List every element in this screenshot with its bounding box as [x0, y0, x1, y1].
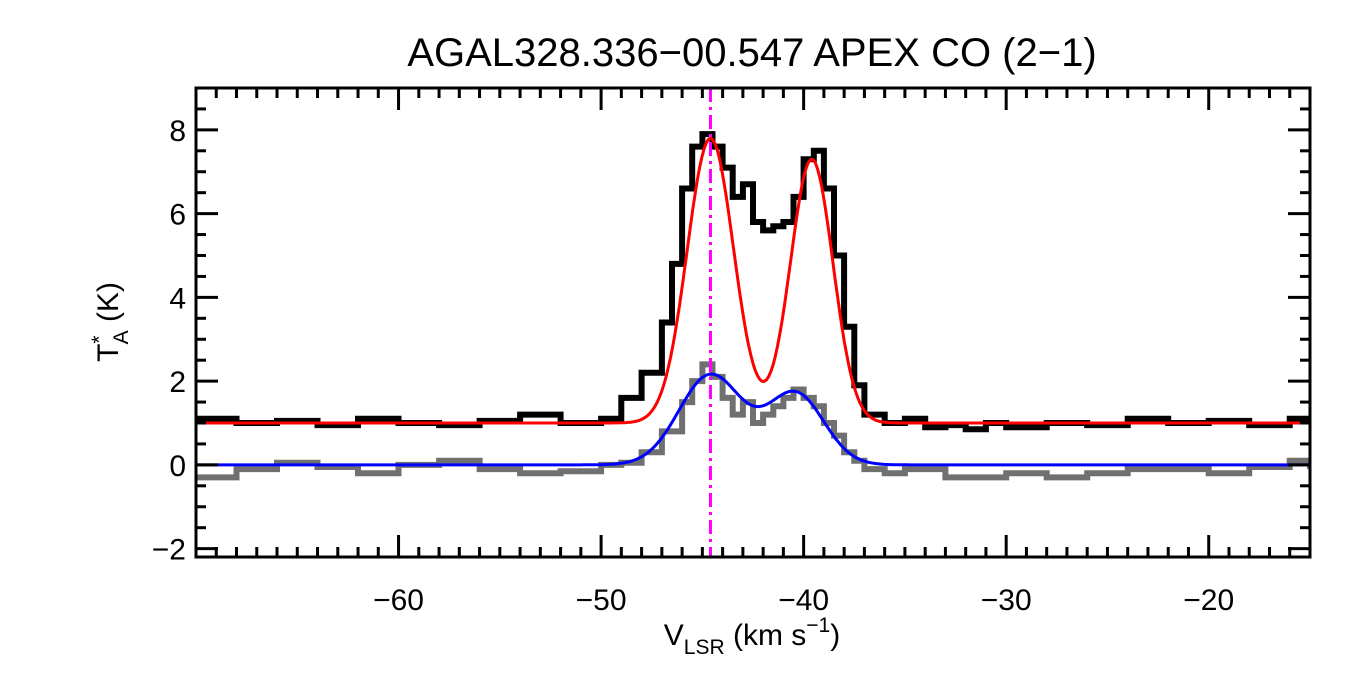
- chart-title: AGAL328.336−00.547 APEX CO (2−1): [407, 31, 1096, 75]
- series-model-fit: [196, 372, 1310, 467]
- x-tick-label: −30: [981, 584, 1032, 617]
- plot-frame: [194, 86, 1312, 559]
- y-axis-label-sub: A: [110, 330, 133, 344]
- x-tick-label: −20: [1183, 584, 1234, 617]
- series-layer: [196, 131, 1310, 481]
- y-axis-label-unit: (K): [92, 282, 125, 330]
- x-axis-label-sup: −1: [806, 614, 830, 637]
- y-tick-label: −2: [152, 534, 186, 567]
- y-tick-label: 6: [169, 199, 186, 232]
- series-model-fit-offset-: [196, 136, 1310, 425]
- x-axis-label-main: V: [664, 619, 684, 652]
- y-tick-labels: −2 0 2 4 6 8: [152, 115, 186, 567]
- y-axis-label-main: T: [92, 344, 125, 362]
- axis-ticks: [196, 86, 1312, 557]
- x-axis-label: VLSR (km s−1): [664, 614, 840, 659]
- x-tick-labels: −60 −50 −40 −30 −20: [373, 584, 1234, 617]
- y-tick-label: 2: [169, 366, 186, 399]
- plot-area: [194, 86, 1312, 559]
- y-axis-label: T*A (K): [88, 282, 133, 362]
- x-tick-label: −50: [576, 584, 627, 617]
- x-axis-label-unit: (km s: [725, 619, 807, 652]
- y-axis-label-sup: *: [88, 335, 111, 343]
- series-observed-spectrum: [196, 361, 1310, 481]
- x-axis-label-sub: LSR: [684, 636, 725, 659]
- y-tick-label: 8: [169, 115, 186, 148]
- y-tick-label: 4: [169, 282, 186, 315]
- x-axis-label-close: ): [830, 619, 840, 652]
- series-observed-spectrum-offset-: [196, 131, 1310, 433]
- x-tick-label: −60: [373, 584, 424, 617]
- x-tick-label: −40: [778, 584, 829, 617]
- y-tick-label: 0: [169, 450, 186, 483]
